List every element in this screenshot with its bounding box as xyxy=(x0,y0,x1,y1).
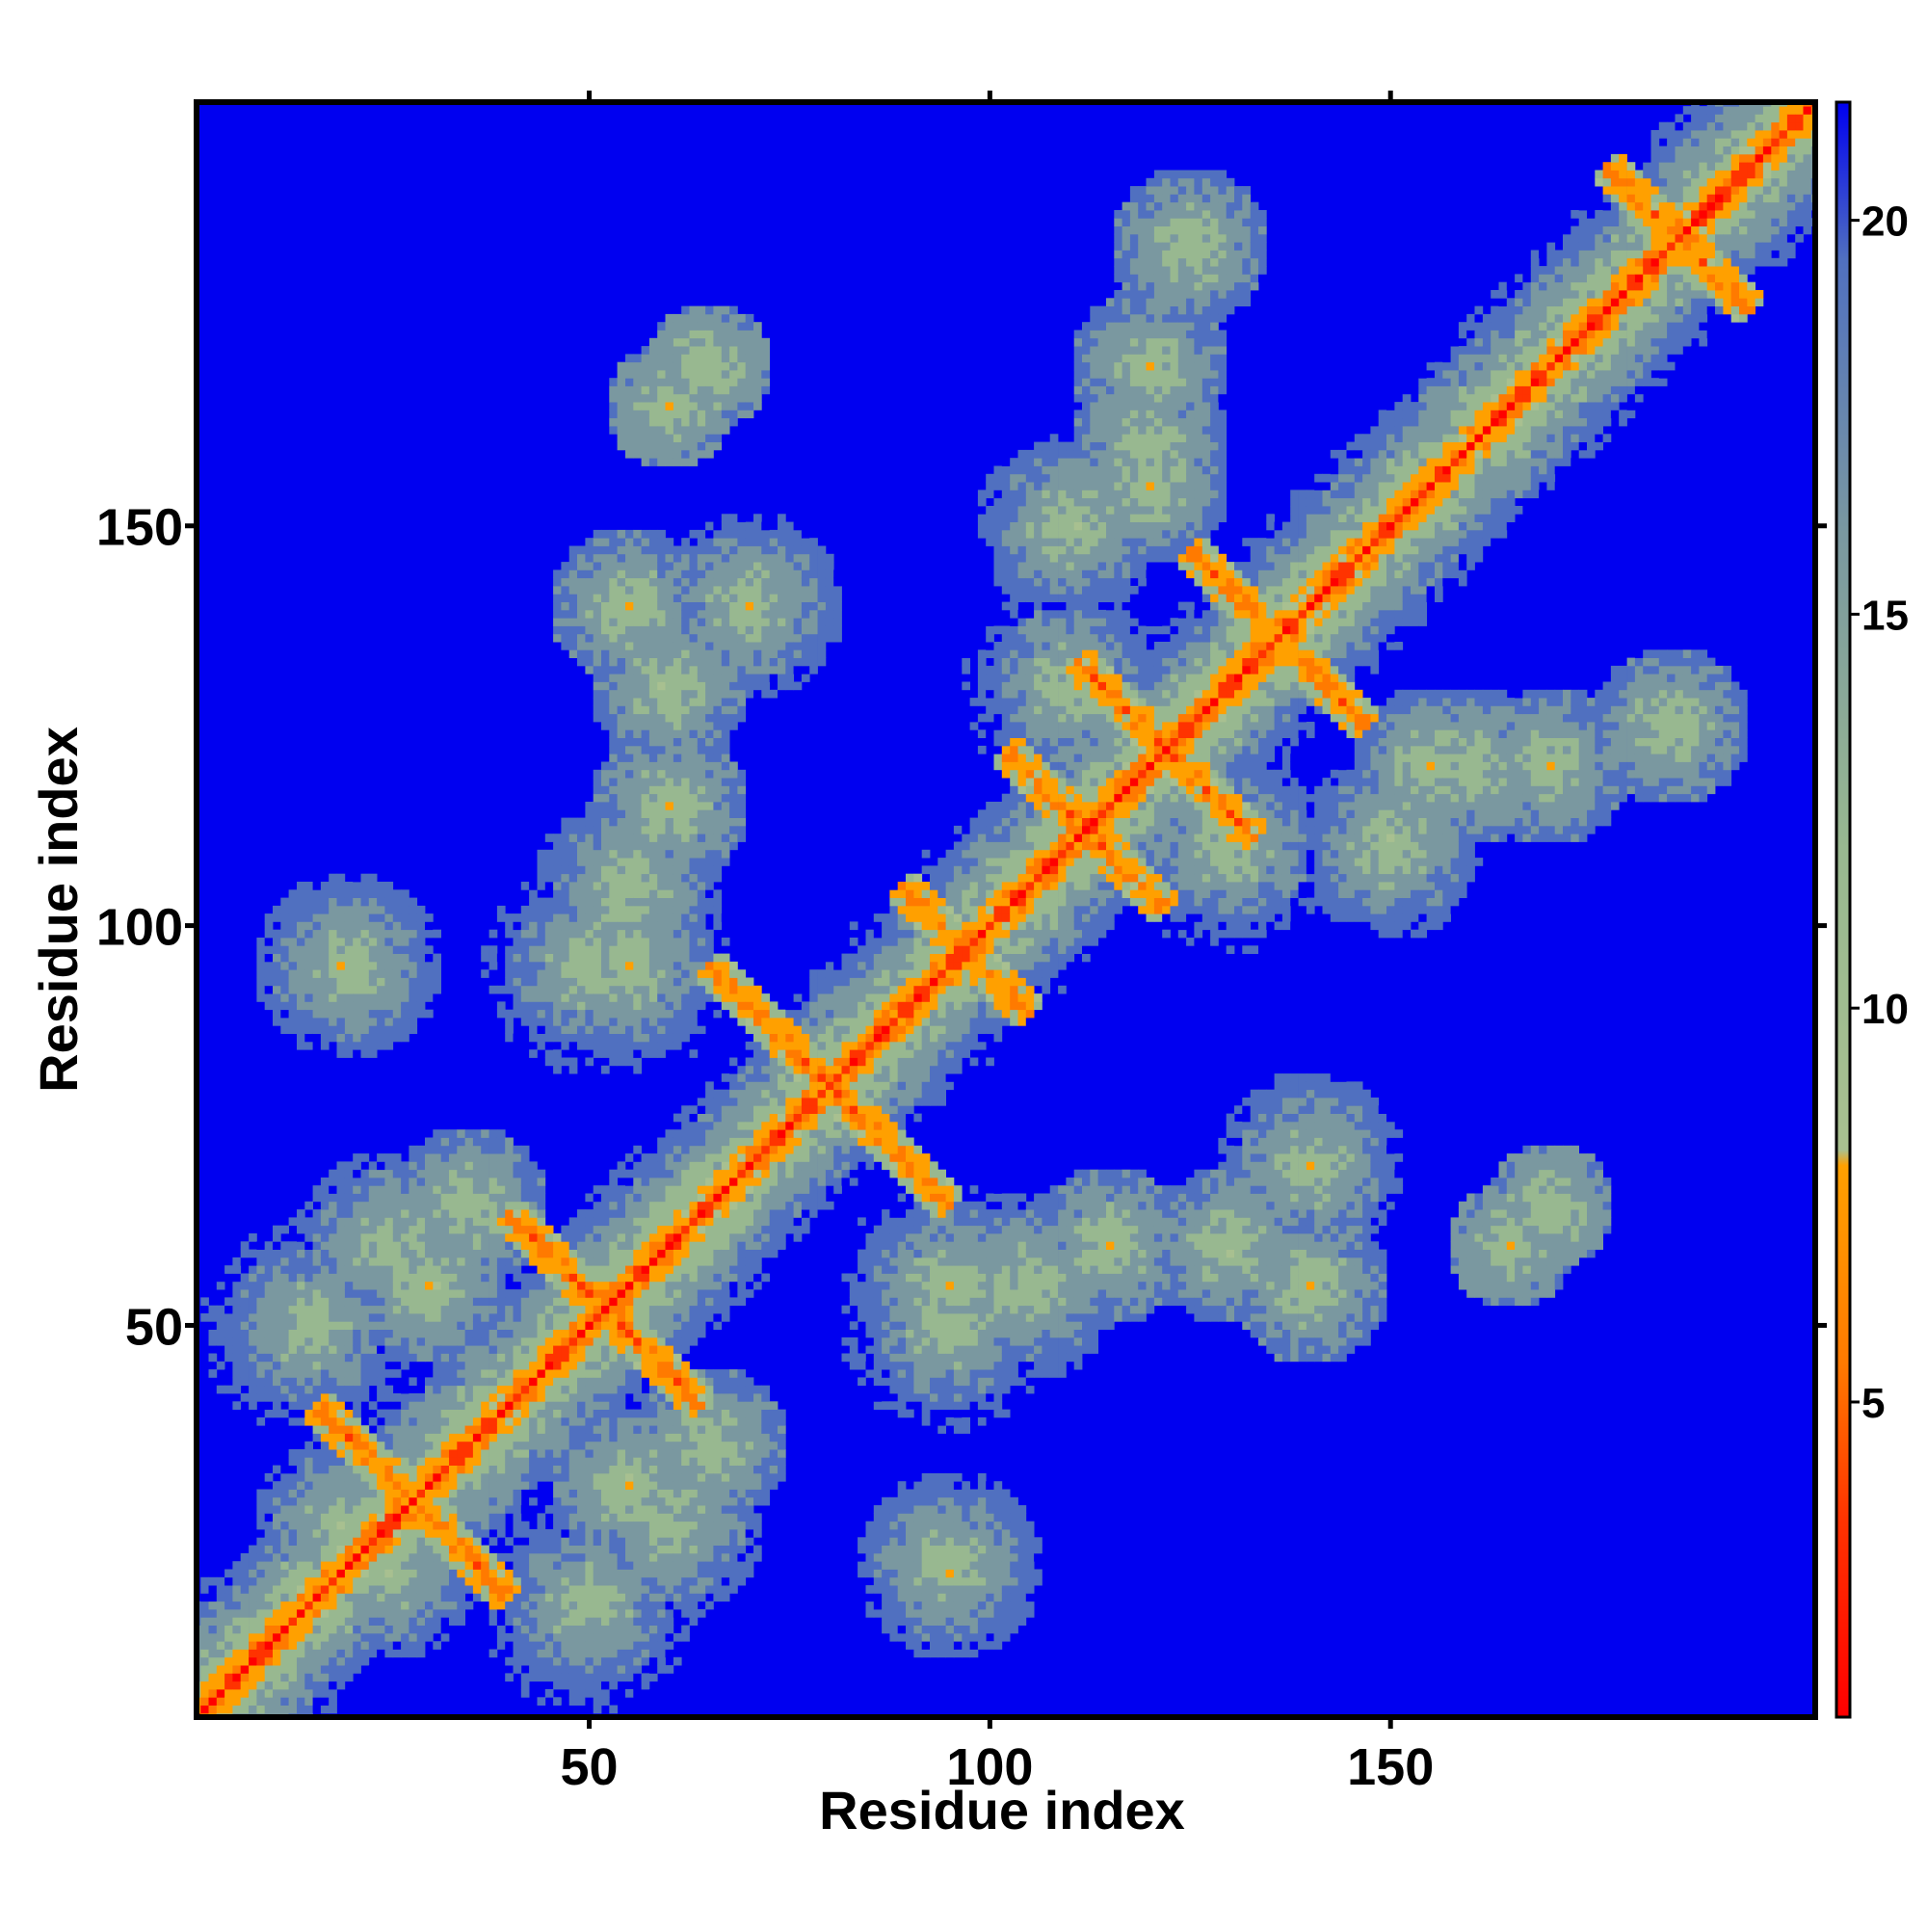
colorbar-tick-label: 5 xyxy=(1861,1380,1885,1427)
x-tick-label: 50 xyxy=(560,1738,618,1796)
y-tick-label: 50 xyxy=(125,1298,183,1356)
colorbar-tick-label: 15 xyxy=(1861,592,1909,639)
y-axis-label: Residue index xyxy=(28,727,89,1093)
colorbar: 5 10 15 20 xyxy=(1836,102,1909,1717)
y-tick-label: 150 xyxy=(96,499,183,557)
colorbar-tick-label: 20 xyxy=(1861,198,1909,246)
heatmap xyxy=(193,98,1820,1722)
colorbar-fill xyxy=(1836,102,1850,1717)
x-tick-label: 150 xyxy=(1347,1738,1434,1796)
colorbar-tick-label: 10 xyxy=(1861,986,1909,1033)
y-tick-label: 100 xyxy=(96,899,183,957)
colorbar-ticks: 5 10 15 20 xyxy=(1850,198,1909,1427)
x-axis-label: Residue index xyxy=(819,1780,1185,1840)
